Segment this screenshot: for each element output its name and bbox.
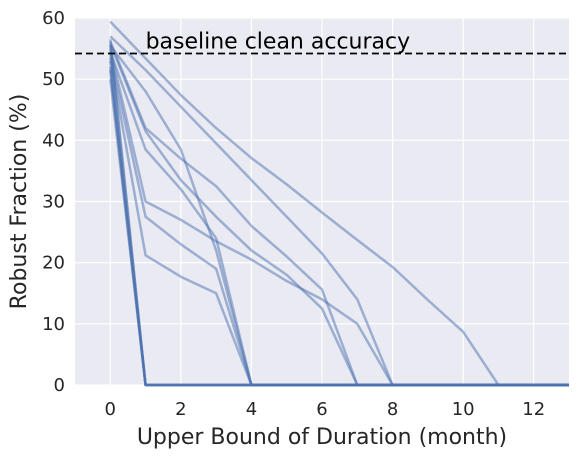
- x-tick-label: 6: [316, 399, 327, 420]
- y-tick-label: 30: [42, 192, 65, 213]
- x-tick-labels: 0 2 4 6 8 10 12: [105, 399, 546, 420]
- x-tick-label: 12: [522, 399, 545, 420]
- x-tick-label: 0: [105, 399, 116, 420]
- y-tick-label: 0: [54, 375, 65, 396]
- series-lines: [109, 20, 569, 387]
- baseline-label: baseline clean accuracy: [146, 29, 411, 54]
- y-tick-label: 50: [42, 69, 65, 90]
- x-tick-label: 4: [246, 399, 257, 420]
- y-tick-label: 60: [42, 8, 65, 29]
- series-line-1: [109, 20, 569, 387]
- x-axis-label: Upper Bound of Duration (month): [137, 425, 507, 450]
- y-tick-label: 10: [42, 314, 65, 335]
- x-tick-label: 2: [175, 399, 186, 420]
- x-tick-label: 8: [387, 399, 398, 420]
- x-tick-label: 10: [452, 399, 475, 420]
- y-tick-labels: 0 10 20 30 40 50 60: [42, 8, 65, 396]
- y-axis-label: Robust Fraction (%): [7, 94, 32, 310]
- series-line-15: [109, 69, 569, 387]
- y-tick-label: 40: [42, 130, 65, 151]
- y-tick-label: 20: [42, 253, 65, 274]
